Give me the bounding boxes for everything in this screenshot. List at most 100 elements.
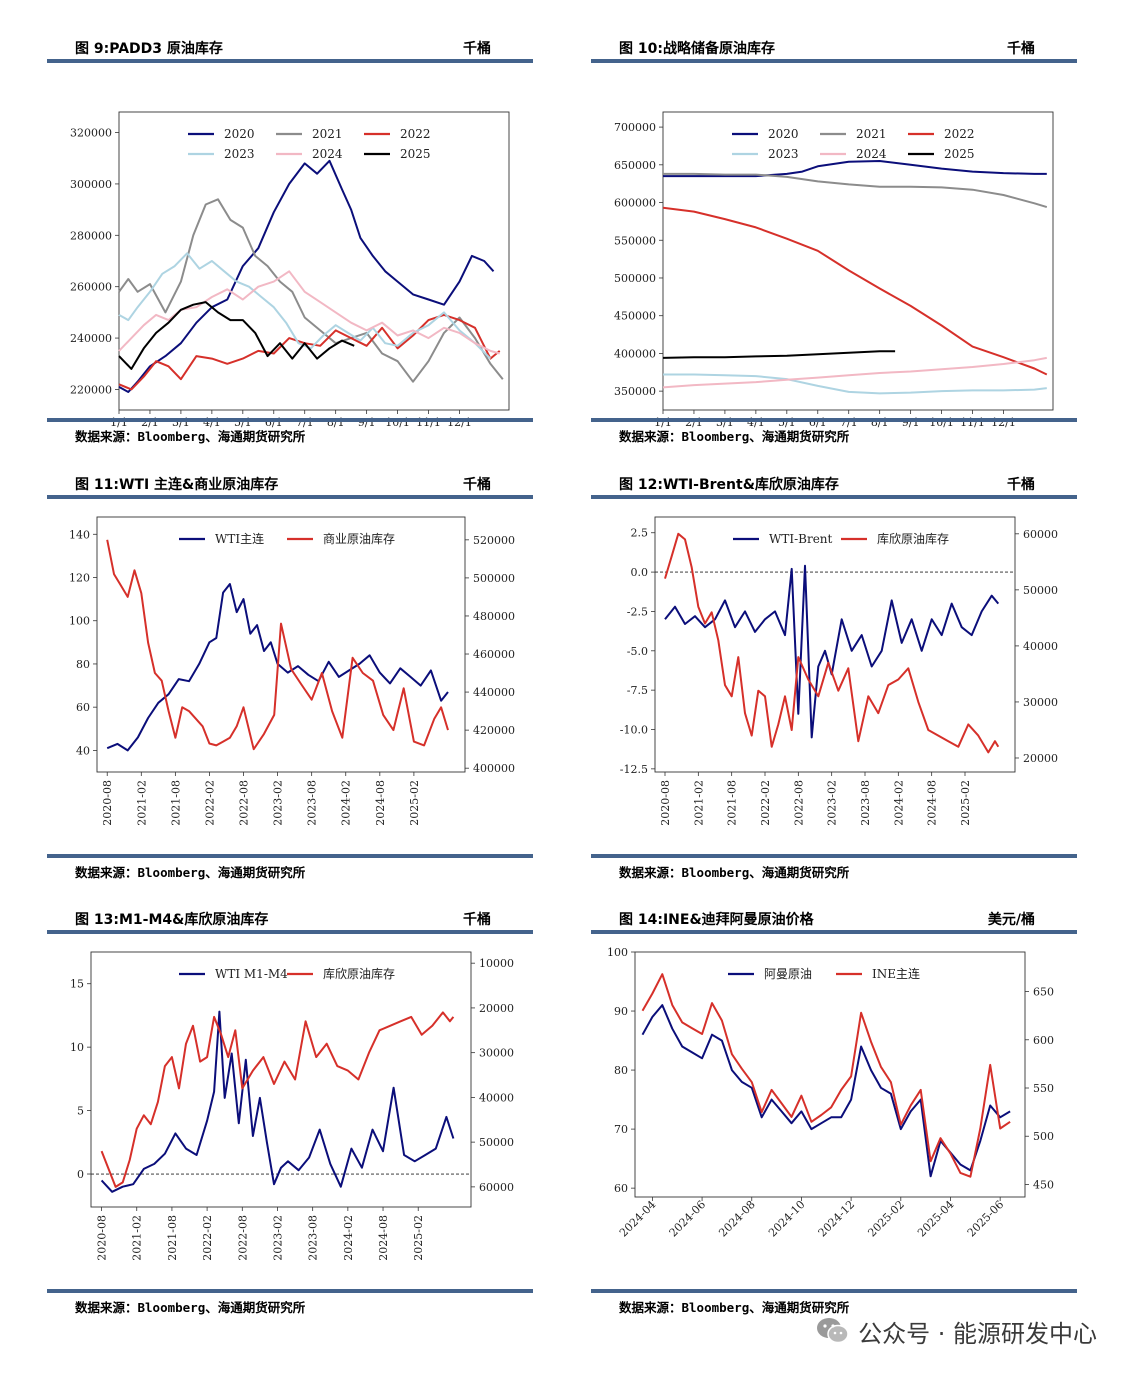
- header-rule: [591, 495, 1077, 499]
- series-line-2025: [662, 350, 896, 359]
- legend-label: WTI-Brent: [769, 532, 833, 546]
- x-tick-label: 2023-08: [859, 780, 872, 826]
- x-tick-label: 2021-02: [135, 780, 148, 826]
- watermark-text: 公众号 · 能源研发中心: [858, 1319, 1097, 1348]
- unit-label: 千桶: [463, 912, 491, 928]
- legend-label: WTI M1-M4: [215, 967, 288, 981]
- x-tick-label: 2020-08: [96, 1215, 109, 1261]
- plot-frame: [96, 516, 466, 773]
- legend-label: 2020: [224, 127, 255, 141]
- y-tick-label: 70: [614, 1123, 628, 1136]
- x-tick-label: 2024-08: [377, 1215, 390, 1261]
- x-tick-label: 2025-02: [959, 780, 972, 826]
- chart-panel-wti-brent-cushing: 图 12:WTI-Brent&库欣原油库存 千桶 -12.5 -10.0 -7.5-…: [591, 466, 1081, 896]
- series-line-WTI-Brent: [664, 564, 1000, 739]
- y2-tick-label: 60000: [479, 1181, 514, 1194]
- series-line-2020: [663, 160, 1047, 178]
- x-tick-label: 2020-08: [101, 780, 114, 826]
- legend-label: 2023: [768, 147, 799, 161]
- x-tick-label: 2024-08: [716, 1198, 758, 1240]
- source-note: 数据来源：Bloomberg、海通期货研究所: [75, 1300, 306, 1315]
- y2-tick-label: 550: [1033, 1082, 1054, 1095]
- footer-rule: [591, 418, 1077, 422]
- x-tick-label: 2025-06: [965, 1198, 1007, 1240]
- legend-label: 2025: [400, 147, 431, 161]
- series-line-2021: [118, 198, 504, 383]
- legend-label: 2025: [944, 147, 975, 161]
- plot-frame: [118, 111, 510, 411]
- chart-title: 图 10:战略储备原油库存: [619, 41, 775, 57]
- footer-rule: [47, 418, 533, 422]
- spr-line-chart: 350000 400000 450000 500000 550000 600000 6500…: [614, 111, 1054, 429]
- y2-tick-label: 450: [1033, 1178, 1054, 1191]
- panel-header: 图 12:WTI-Brent&库欣原油库存 千桶: [591, 466, 1081, 496]
- y-tick-label: 400000: [614, 347, 656, 360]
- x-tick-label: 2021-02: [131, 1215, 144, 1261]
- chart-title: 图 14:INE&迪拜阿曼原油价格: [619, 912, 814, 928]
- y-tick-label: 90: [614, 1005, 628, 1018]
- wti-commercial-line-chart: 40 60 80 100 120 140 400000 420000 440000 460000 4…: [69, 516, 515, 826]
- x-tick-label: 2022-02: [759, 780, 772, 826]
- x-tick-label: 2025-02: [408, 780, 421, 826]
- chart-panel-spr: 图 10:战略储备原油库存 千桶 350000 400000 450000 50000…: [591, 30, 1081, 460]
- legend-label: 2023: [224, 147, 255, 161]
- y-tick-label: 10: [70, 1041, 84, 1054]
- x-tick-label: 2023-02: [826, 780, 839, 826]
- chart-title: 图 13:M1-M4&库欣原油库存: [75, 912, 269, 928]
- x-tick-label: 2024-02: [340, 780, 353, 826]
- source-note: 数据来源：Bloomberg、海通期货研究所: [75, 429, 306, 444]
- legend-label: 2021: [312, 127, 343, 141]
- plot-frame: [90, 951, 472, 1208]
- y-tick-label: 280000: [70, 229, 112, 242]
- y-tick-label: 100: [607, 946, 628, 959]
- y-tick-label: 100: [69, 615, 90, 628]
- y-tick-label: 220000: [70, 383, 112, 396]
- y-tick-label: -12.5: [620, 763, 648, 776]
- x-tick-label: 2021-08: [169, 780, 182, 826]
- y-tick-label: 2.5: [631, 527, 649, 540]
- y-tick-label: -10.0: [620, 724, 648, 737]
- series-line-2024: [662, 356, 1047, 389]
- y2-tick-label: 500000: [473, 572, 515, 585]
- x-tick-label: 2022-08: [238, 780, 251, 826]
- series-line-INE主连: [641, 973, 1011, 1178]
- wti-brent-cushing-line-chart: -12.5 -10.0 -7.5 -5.0 -2.5 0.0 2.5 20000 30000 40…: [620, 516, 1058, 826]
- x-tick-label: 2025-02: [865, 1198, 907, 1240]
- y-tick-label: 120: [69, 572, 90, 585]
- panel-header: 图 9:PADD3 原油库存 千桶: [47, 30, 537, 60]
- chart-title: 图 11:WTI 主连&商业原油库存: [75, 477, 279, 493]
- source-note: 数据来源：Bloomberg、海通期货研究所: [75, 865, 306, 880]
- legend-label: 库欣原油库存: [877, 531, 949, 546]
- y-tick-label: 320000: [70, 127, 112, 140]
- y-tick-label: 140: [69, 528, 90, 541]
- x-tick-label: 2025-02: [412, 1215, 425, 1261]
- y-tick-label: 0.0: [631, 566, 649, 579]
- y2-tick-label: 650: [1033, 986, 1054, 999]
- unit-label: 千桶: [1007, 477, 1035, 493]
- y-tick-label: 80: [614, 1064, 628, 1077]
- source-note: 数据来源：Bloomberg、海通期货研究所: [619, 865, 850, 880]
- x-tick-label: 2024-02: [342, 1215, 355, 1261]
- x-tick-label: 2023-02: [272, 780, 285, 826]
- y-tick-label: 500000: [614, 272, 656, 285]
- y-tick-label: 450000: [614, 310, 656, 323]
- legend: WTI主连 商业原油库存: [179, 531, 395, 546]
- x-tick-label: 2021-08: [166, 1215, 179, 1261]
- x-tick-label: 2021-08: [726, 780, 739, 826]
- x-tick-label: 2024-08: [926, 780, 939, 826]
- y-tick-label: 0: [77, 1168, 84, 1181]
- legend-label: 2024: [856, 147, 887, 161]
- legend: WTI M1-M4 库欣原油库存: [179, 966, 395, 981]
- header-rule: [591, 59, 1077, 63]
- x-tick-label: 2022-02: [201, 1215, 214, 1261]
- chart-panel-m1m4-cushing: 图 13:M1-M4&库欣原油库存 千桶 0 5 10 15 10000 20000 300…: [47, 901, 537, 1331]
- y-tick-label: 300000: [70, 178, 112, 191]
- y-tick-label: 60: [614, 1182, 628, 1195]
- y2-tick-label: 520000: [473, 534, 515, 547]
- y-tick-label: 240000: [70, 332, 112, 345]
- series-line-商业原油库存: [106, 539, 449, 751]
- legend-label: 2020: [768, 127, 799, 141]
- plot-frame: [634, 951, 1026, 1198]
- x-tick-label: 2022-08: [792, 780, 805, 826]
- chart-panel-ine-oman: 图 14:INE&迪拜阿曼原油价格 美元/桶 60 70 80 90 100 450 500…: [591, 901, 1081, 1331]
